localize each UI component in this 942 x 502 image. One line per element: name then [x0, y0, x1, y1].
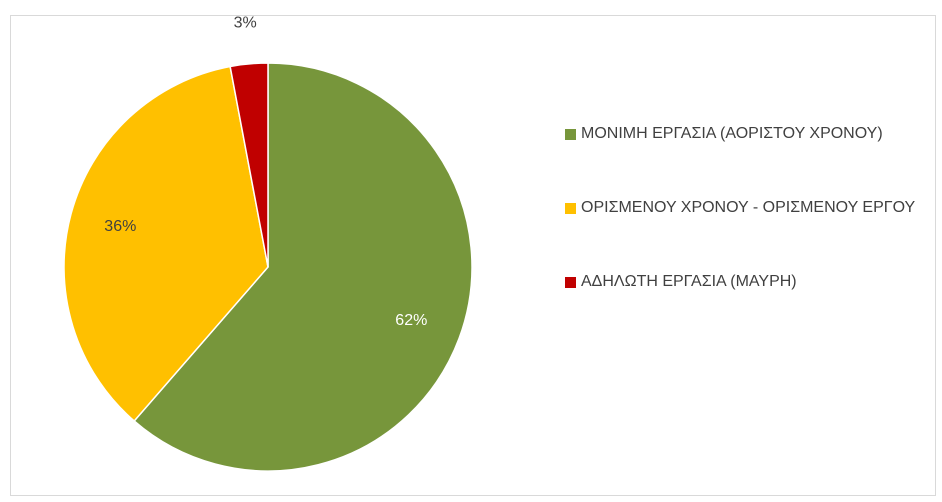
legend-swatch — [565, 203, 576, 214]
legend-label: ΟΡΙΣΜΕΝΟΥ ΧΡΟΝΟΥ - ΟΡΙΣΜΕΝΟΥ ΕΡΓΟΥ — [581, 199, 916, 216]
pie-slice — [229, 62, 269, 268]
pie-slice — [133, 62, 473, 472]
data-label: 62% — [395, 312, 427, 329]
pie-slice — [63, 65, 269, 423]
data-label: 36% — [104, 218, 136, 235]
chart-border — [10, 15, 936, 496]
legend-swatch — [565, 277, 576, 288]
legend-entry: ΜΟΝΙΜΗ ΕΡΓΑΣΙΑ (ΑΟΡΙΣΤΟΥ ΧΡΟΝΟΥ) — [565, 122, 925, 146]
legend-label: ΑΔΗΛΩΤΗ ΕΡΓΑΣΙΑ (ΜΑΥΡΗ) — [581, 273, 797, 290]
data-label: 3% — [234, 14, 257, 31]
legend-entry: ΑΔΗΛΩΤΗ ΕΡΓΑΣΙΑ (ΜΑΥΡΗ) — [565, 270, 925, 294]
legend-entry: ΟΡΙΣΜΕΝΟΥ ΧΡΟΝΟΥ - ΟΡΙΣΜΕΝΟΥ ΕΡΓΟΥ — [565, 196, 925, 220]
legend: ΜΟΝΙΜΗ ΕΡΓΑΣΙΑ (ΑΟΡΙΣΤΟΥ ΧΡΟΝΟΥ) ΟΡΙΣΜΕΝΟ… — [565, 122, 925, 344]
legend-label: ΜΟΝΙΜΗ ΕΡΓΑΣΙΑ (ΑΟΡΙΣΤΟΥ ΧΡΟΝΟΥ) — [581, 125, 883, 142]
legend-swatch — [565, 129, 576, 140]
